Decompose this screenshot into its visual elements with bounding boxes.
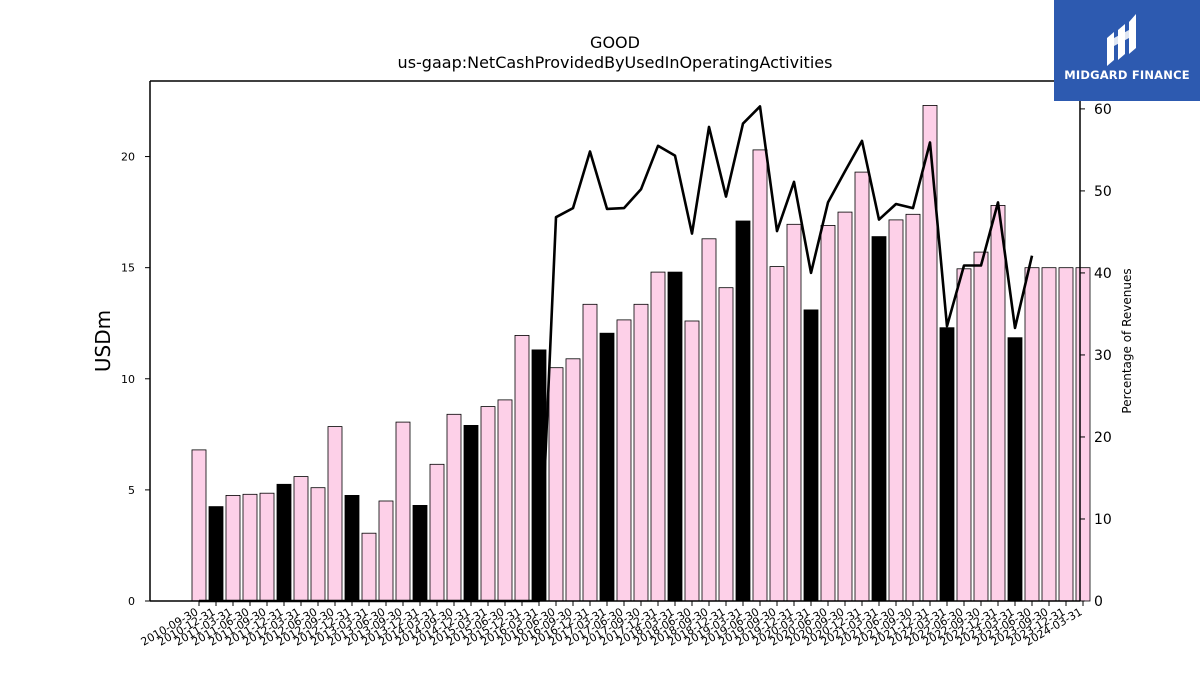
bar-2021-03-31 — [871, 236, 887, 602]
y2-axis-label: Percentage of Revenues — [1120, 268, 1134, 413]
bar-2016-06-30 — [548, 367, 564, 602]
logo: MIDGARD FINANCE — [1054, 0, 1200, 101]
bar-2021-06-30 — [888, 219, 904, 602]
bar-2019-12-31 — [786, 223, 802, 602]
bar-2022-09-30 — [973, 251, 989, 602]
bar-2024-03-31 — [1075, 267, 1091, 602]
y2-tick-label: 0 — [1094, 594, 1103, 610]
bar-2022-03-31 — [939, 327, 955, 602]
bar-2023-03-31 — [1007, 337, 1023, 602]
bar-2020-03-31 — [803, 309, 819, 602]
bar-2021-12-31 — [922, 105, 938, 602]
y-tick-label: 0 — [128, 595, 135, 608]
bar-2014-12-31 — [463, 424, 479, 602]
bar-2017-12-31 — [650, 271, 666, 602]
bar-2023-06-30 — [1024, 267, 1040, 602]
bar-group — [191, 105, 1091, 602]
bar-2011-09-30 — [259, 492, 275, 602]
bar-2023-09-30 — [1041, 267, 1057, 602]
y2-tick-label: 10 — [1094, 512, 1112, 528]
bar-2018-03-31 — [667, 271, 683, 602]
bar-2021-09-30 — [905, 213, 921, 602]
y2-tick-label: 40 — [1094, 266, 1112, 282]
y2-tick-label: 50 — [1094, 184, 1112, 200]
bar-2012-12-31 — [344, 494, 360, 602]
bar-2016-09-30 — [565, 358, 581, 602]
bar-2013-06-30 — [378, 500, 394, 602]
bar-2011-12-31 — [276, 483, 292, 602]
axes — [149, 80, 1081, 602]
bar-2015-03-31 — [480, 406, 496, 602]
y2-tick-label: 20 — [1094, 430, 1112, 446]
y-tick-label: 15 — [121, 262, 135, 275]
bar-2015-12-31 — [514, 334, 530, 602]
bar-2015-06-30 — [497, 399, 513, 602]
bar-2011-06-30 — [242, 493, 258, 602]
bar-2013-03-31 — [361, 532, 377, 602]
chart-title: GOOD — [590, 33, 640, 52]
bar-2018-09-30 — [701, 238, 717, 602]
bar-2013-09-30 — [395, 421, 411, 602]
bar-2011-03-31 — [225, 494, 241, 602]
bar-2012-06-30 — [310, 487, 326, 602]
bar-2018-12-31 — [718, 287, 734, 602]
bar-2022-06-30 — [956, 268, 972, 602]
bar-2019-09-30 — [769, 266, 785, 602]
y2-tick-label: 30 — [1094, 348, 1112, 364]
bar-2017-03-31 — [599, 332, 615, 602]
bar-2020-06-30 — [820, 224, 836, 602]
bar-2010-09-30 — [191, 449, 207, 602]
bar-2013-12-31 — [412, 504, 428, 602]
y-axis-label: USDm — [91, 310, 115, 372]
bar-2014-09-30 — [446, 413, 462, 602]
y-tick-label: 10 — [121, 373, 135, 386]
y-tick-label: 20 — [121, 151, 135, 164]
bar-2019-06-30 — [752, 149, 768, 602]
bar-2010-12-31 — [208, 506, 224, 602]
bar-2017-09-30 — [633, 303, 649, 602]
y2-tick-label: 60 — [1094, 102, 1112, 118]
bar-2014-03-31 — [429, 463, 445, 602]
bar-2022-12-31 — [990, 204, 1006, 602]
chart-subtitle: us-gaap:NetCashProvidedByUsedInOperating… — [398, 53, 833, 72]
bar-2017-06-30 — [616, 319, 632, 602]
y-tick-label: 5 — [128, 484, 135, 497]
bar-2012-09-30 — [327, 426, 343, 602]
bar-2016-12-31 — [582, 303, 598, 602]
logo-text: MIDGARD FINANCE — [1064, 68, 1190, 82]
bar-2020-12-31 — [854, 171, 870, 602]
bar-2018-06-30 — [684, 320, 700, 602]
midgard-logo-icon — [1107, 14, 1136, 66]
bar-2023-12-31 — [1058, 267, 1074, 602]
bar-2019-03-31 — [735, 220, 751, 602]
bar-2012-03-31 — [293, 476, 309, 602]
bar-2020-09-30 — [837, 211, 853, 602]
